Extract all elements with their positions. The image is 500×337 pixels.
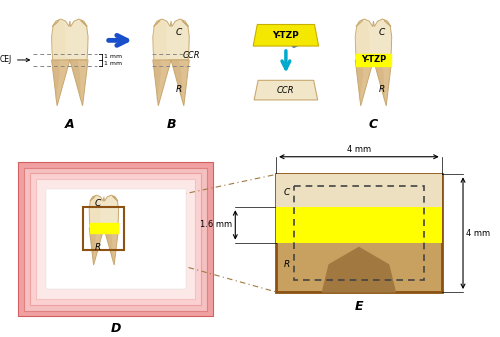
Bar bbox=[84, 207, 124, 250]
Bar bbox=[30, 174, 201, 305]
Polygon shape bbox=[171, 60, 182, 102]
Polygon shape bbox=[52, 60, 70, 106]
Polygon shape bbox=[70, 60, 88, 106]
Polygon shape bbox=[153, 60, 171, 106]
Text: Y-TZP: Y-TZP bbox=[361, 56, 386, 64]
Polygon shape bbox=[153, 19, 190, 60]
Polygon shape bbox=[89, 228, 96, 262]
Text: 1 mm: 1 mm bbox=[104, 61, 122, 66]
Polygon shape bbox=[89, 195, 118, 228]
Polygon shape bbox=[356, 21, 370, 60]
Polygon shape bbox=[322, 247, 396, 292]
Text: CCR: CCR bbox=[182, 51, 200, 60]
Polygon shape bbox=[89, 228, 104, 265]
Bar bbox=[276, 174, 442, 207]
Bar bbox=[294, 186, 424, 280]
Text: R: R bbox=[284, 260, 290, 269]
Text: CEJ: CEJ bbox=[0, 56, 30, 64]
Text: B: B bbox=[166, 118, 176, 130]
Polygon shape bbox=[171, 60, 190, 106]
Polygon shape bbox=[254, 80, 318, 100]
Bar bbox=[36, 179, 196, 299]
Text: C: C bbox=[378, 28, 384, 37]
Text: Y-TZP: Y-TZP bbox=[272, 31, 299, 40]
Bar bbox=[46, 189, 186, 289]
Polygon shape bbox=[153, 21, 168, 60]
Bar bbox=[276, 174, 442, 292]
Bar bbox=[18, 162, 213, 316]
Text: C: C bbox=[284, 188, 290, 197]
Text: 4 mm: 4 mm bbox=[466, 229, 490, 238]
Text: CCR: CCR bbox=[277, 86, 294, 95]
Bar bbox=[276, 207, 442, 243]
Text: 1.6 mm: 1.6 mm bbox=[200, 220, 232, 229]
Polygon shape bbox=[52, 21, 66, 60]
Text: C: C bbox=[369, 118, 378, 130]
Bar bbox=[356, 54, 390, 66]
Polygon shape bbox=[356, 60, 374, 106]
Polygon shape bbox=[104, 228, 118, 265]
Text: D: D bbox=[110, 322, 121, 335]
Polygon shape bbox=[70, 60, 80, 102]
Polygon shape bbox=[356, 60, 364, 102]
Bar bbox=[24, 167, 207, 311]
Polygon shape bbox=[356, 19, 392, 60]
Polygon shape bbox=[374, 60, 392, 106]
Text: R: R bbox=[378, 85, 384, 94]
Text: C: C bbox=[176, 28, 182, 37]
Text: A: A bbox=[65, 118, 74, 130]
Text: E: E bbox=[354, 300, 363, 313]
Text: 1 mm: 1 mm bbox=[104, 54, 122, 59]
Polygon shape bbox=[104, 228, 112, 262]
Text: C: C bbox=[94, 199, 101, 208]
Polygon shape bbox=[52, 19, 88, 60]
Text: R: R bbox=[94, 243, 101, 252]
Polygon shape bbox=[153, 60, 161, 102]
Text: 4 mm: 4 mm bbox=[347, 145, 371, 154]
Text: R: R bbox=[176, 85, 182, 94]
Polygon shape bbox=[89, 196, 101, 228]
Polygon shape bbox=[374, 60, 384, 102]
Polygon shape bbox=[253, 25, 318, 46]
Bar bbox=[90, 223, 118, 233]
Polygon shape bbox=[52, 60, 60, 102]
